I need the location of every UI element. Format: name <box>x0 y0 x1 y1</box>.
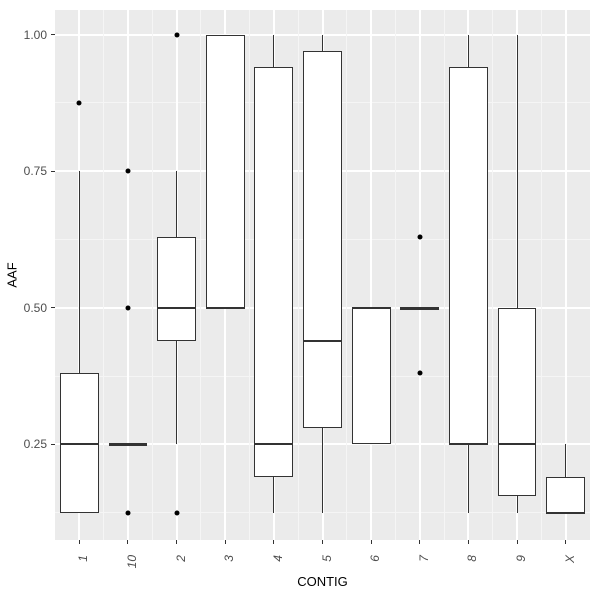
box <box>303 51 342 428</box>
grid-minor-v <box>541 10 542 540</box>
x-tick-mark <box>517 540 518 544</box>
aaf-boxplot-chart: 0.25 0.50 0.75 1.00 1 10 2 3 4 5 6 7 8 9 X AAF CONTIG <box>0 0 600 600</box>
box <box>206 35 245 308</box>
median-line <box>352 307 391 309</box>
x-tick-label: 5 <box>320 555 334 562</box>
whisker-lower <box>517 496 518 512</box>
y-tick-mark <box>51 307 55 308</box>
outlier-point <box>174 32 179 37</box>
grid-minor-v <box>444 10 445 540</box>
x-tick-label: 8 <box>465 555 479 562</box>
x-tick-mark <box>371 540 372 544</box>
box <box>546 477 585 513</box>
outlier-point <box>125 305 130 310</box>
box <box>449 67 488 444</box>
grid-minor-v <box>492 10 493 540</box>
median-line <box>400 307 439 309</box>
x-tick-mark <box>127 540 128 544</box>
whisker-upper <box>79 171 80 373</box>
whisker-upper <box>322 35 323 51</box>
grid-minor-v <box>249 10 250 540</box>
x-tick-mark <box>322 540 323 544</box>
whisker-upper <box>468 35 469 68</box>
median-line <box>109 443 148 445</box>
x-tick-label: 10 <box>125 555 139 568</box>
box <box>352 308 391 445</box>
y-tick-mark <box>51 444 55 445</box>
grid-minor-v <box>103 10 104 540</box>
grid-minor-v <box>152 10 153 540</box>
grid-major-v <box>419 10 421 540</box>
whisker-lower <box>176 341 177 445</box>
median-line <box>546 512 585 514</box>
x-tick-mark <box>468 540 469 544</box>
outlier-point <box>417 234 422 239</box>
median-line <box>206 307 245 309</box>
x-tick-label: 3 <box>222 555 236 562</box>
whisker-upper <box>517 35 518 308</box>
x-tick-mark <box>419 540 420 544</box>
x-tick-label: 2 <box>174 555 188 562</box>
y-axis-title: AAF <box>5 262 20 287</box>
median-line <box>498 443 537 445</box>
x-tick-label: 9 <box>514 555 528 562</box>
whisker-upper <box>565 444 566 477</box>
x-tick-mark <box>565 540 566 544</box>
y-tick-mark <box>51 34 55 35</box>
x-tick-mark <box>176 540 177 544</box>
outlier-point <box>417 371 422 376</box>
x-tick-mark <box>225 540 226 544</box>
x-tick-mark <box>273 540 274 544</box>
y-tick-label: 1.00 <box>0 28 47 42</box>
x-tick-label: 4 <box>271 555 285 562</box>
x-tick-label: 6 <box>368 555 382 562</box>
median-line <box>60 443 99 445</box>
y-tick-label: 0.25 <box>0 437 47 451</box>
whisker-upper <box>273 35 274 68</box>
box <box>157 237 196 341</box>
x-axis-title: CONTIG <box>297 574 348 589</box>
outlier-point <box>77 100 82 105</box>
whisker-upper <box>176 171 177 237</box>
whisker-lower <box>273 477 274 513</box>
median-line <box>303 340 342 342</box>
x-tick-label: 1 <box>76 555 90 562</box>
box <box>498 308 537 497</box>
whisker-lower <box>468 444 469 512</box>
median-line <box>254 443 293 445</box>
outlier-point <box>125 510 130 515</box>
outlier-point <box>125 169 130 174</box>
y-tick-label: 0.50 <box>0 301 47 315</box>
grid-major-v <box>127 10 129 540</box>
median-line <box>157 307 196 309</box>
y-tick-label: 0.75 <box>0 164 47 178</box>
grid-minor-v <box>395 10 396 540</box>
median-line <box>449 443 488 445</box>
grid-minor-v <box>346 10 347 540</box>
grid-major-v <box>370 10 372 540</box>
box <box>254 67 293 477</box>
x-tick-label: 7 <box>417 555 431 562</box>
whisker-lower <box>322 428 323 513</box>
x-tick-mark <box>79 540 80 544</box>
grid-minor-v <box>298 10 299 540</box>
y-tick-mark <box>51 171 55 172</box>
x-tick-label: X <box>563 555 577 563</box>
outlier-point <box>174 510 179 515</box>
grid-minor-v <box>200 10 201 540</box>
